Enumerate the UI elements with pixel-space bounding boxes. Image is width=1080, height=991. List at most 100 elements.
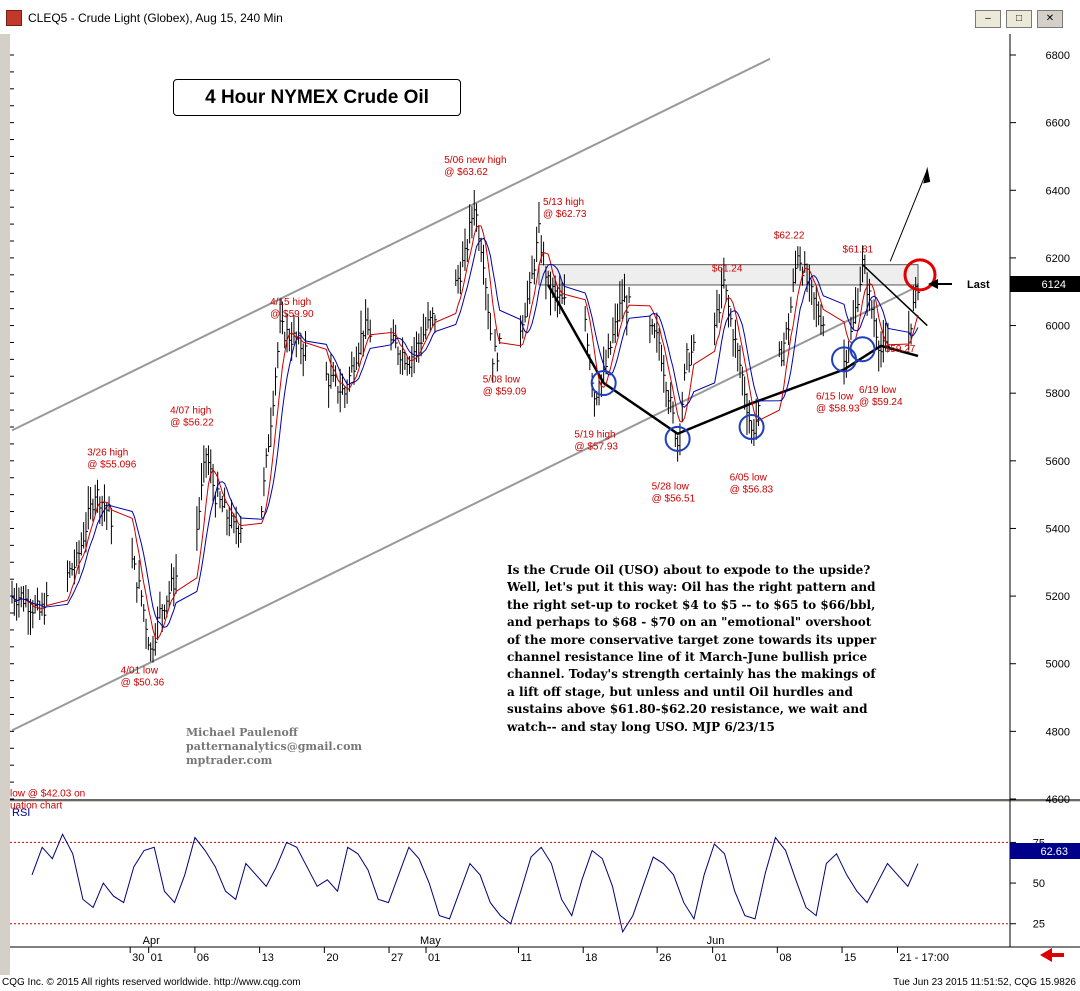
- price-tick-label: 5200: [1046, 591, 1070, 603]
- commentary-text: Is the Crude Oil (USO) about to expode t…: [507, 563, 877, 734]
- price-annotation-line: 4/01 low: [121, 666, 159, 677]
- restore-button[interactable]: □: [1006, 10, 1032, 28]
- price-axis-ticks: 4600 4800 5000 5200 5400 5600 5800 6000 6200 6400…: [10, 50, 1070, 806]
- date-label: 01: [428, 952, 440, 964]
- date-label: 06: [197, 952, 209, 964]
- bullish-channel: [11, 57, 919, 732]
- price-annotation-line: @ $56.22: [170, 417, 214, 428]
- price-annotation-line: uation chart: [10, 800, 62, 811]
- rsi-line: [31, 833, 919, 934]
- price-tick-label: 6200: [1046, 253, 1070, 265]
- price-annotation: $62.22: [774, 230, 805, 241]
- price-annotation-line: 4/07 high: [170, 405, 211, 416]
- last-label: Last: [967, 279, 990, 291]
- price-annotation-line: 5/08 low: [483, 374, 521, 385]
- price-annotation-line: @ $59.24: [859, 397, 903, 408]
- target-arrow-line: [889, 169, 928, 262]
- price-annotation-line: 5/06 new high: [444, 155, 506, 166]
- price-annotation-line: @ $57.93: [574, 442, 618, 453]
- status-footer: CQG Inc. © 2015 All rights reserved worl…: [0, 975, 1080, 991]
- price-bars: [11, 189, 920, 663]
- month-label: May: [420, 935, 441, 947]
- price-annotation-line: @ $50.36: [121, 678, 165, 689]
- price-annotation: 5/28 low @ $56.51: [652, 482, 696, 505]
- price-tick-label: 4600: [1046, 794, 1070, 806]
- price-annotation: 4/07 high @ $56.22: [170, 405, 214, 428]
- date-label: 30: [132, 952, 144, 964]
- minimize-button[interactable]: –: [975, 10, 1001, 28]
- last-price-marker: Last 6124: [928, 276, 1080, 292]
- date-label: 20: [326, 952, 338, 964]
- month-label: Apr: [143, 935, 160, 947]
- price-pane: [10, 34, 1010, 799]
- date-label: 13: [262, 952, 274, 964]
- resistance-zone: [538, 264, 919, 286]
- price-tick-label: 5400: [1046, 523, 1070, 535]
- price-annotation: 5/19 high @ $57.93: [574, 430, 618, 453]
- price-annotation: 4/01 low @ $50.36: [121, 666, 165, 689]
- date-label: 18: [585, 952, 597, 964]
- price-annotation: $59.27: [885, 344, 916, 355]
- rsi-last-marker: 62.63: [1010, 843, 1080, 859]
- price-annotation-line: 6/19 low: [859, 385, 897, 396]
- pattern-circles: [590, 258, 937, 452]
- rsi-pane: [10, 802, 1010, 947]
- price-tick-label: 6800: [1046, 50, 1070, 62]
- scroll-left-arrow-icon[interactable]: [1040, 948, 1064, 962]
- price-annotation-line: 4/15 high: [270, 297, 311, 308]
- price-annotation: 3/26 high @ $55.096: [87, 447, 137, 470]
- breakout-circle: [903, 258, 937, 292]
- lower-channel-line: [11, 285, 919, 732]
- price-annotations: 3/26 high @ $55.096 4/01 low @ $50.36 4/07 h…: [10, 155, 916, 811]
- moving-averages: [11, 225, 919, 640]
- date-label: 08: [779, 952, 791, 964]
- rsi-tick-label: 50: [1033, 878, 1045, 890]
- date-label: 21 - 17:00: [900, 952, 950, 964]
- price-annotation-line: @ $63.62: [444, 167, 488, 178]
- price-annotation-line: @ $58.93: [816, 404, 860, 415]
- price-annotation-line: @ $56.51: [652, 494, 696, 505]
- price-annotation: 5/08 low @ $59.09: [483, 374, 527, 397]
- swing-low-circle: [849, 336, 876, 363]
- price-annotation: $61.81: [843, 244, 874, 255]
- copyright-text: CQG Inc. © 2015 All rights reserved worl…: [2, 977, 301, 988]
- price-annotation-line: @ $59.90: [270, 309, 314, 320]
- time-axis: [10, 947, 1080, 975]
- price-annotation: 4/15 high @ $59.90: [270, 297, 314, 320]
- price-annotation-line: 5/19 high: [574, 430, 615, 441]
- price-annotation-line: @ $55.096: [87, 459, 137, 470]
- last-arrow-head-icon: [928, 279, 938, 289]
- price-annotation-line: 5/13 high: [543, 197, 584, 208]
- target-arrow-head-icon: [923, 166, 931, 184]
- price-tick-label: 6600: [1046, 118, 1070, 130]
- price-annotation: $61.24: [712, 264, 743, 275]
- window-title: CLEQ5 - Crude Light (Globex), Aug 15, 24…: [28, 11, 283, 25]
- price-annotation-line: $62.22: [774, 230, 805, 241]
- author-block: Michael Paulenoff patternanalytics@gmail…: [186, 726, 362, 768]
- price-annotation-line: $61.81: [843, 244, 874, 255]
- price-annotation: 6/05 low @ $56.83: [730, 473, 774, 496]
- price-annotation-line: @ $62.73: [543, 209, 587, 220]
- price-annotation-line: 6/05 low: [730, 473, 768, 484]
- price-tick-label: 6000: [1046, 321, 1070, 333]
- author-site: mptrader.com: [186, 754, 273, 767]
- upper-channel-line: [11, 57, 771, 432]
- close-button[interactable]: ✕: [1037, 10, 1063, 28]
- price-annotation: low @ $42.03 on uation chart: [10, 788, 85, 811]
- price-annotation-line: 6/15 low: [816, 392, 854, 403]
- swing-low-circle: [590, 370, 617, 397]
- price-annotation-line: @ $59.09: [483, 386, 527, 397]
- price-annotation-line: 3/26 high: [87, 447, 128, 458]
- date-label: 27: [391, 952, 403, 964]
- date-label: 26: [659, 952, 671, 964]
- rsi-value-box: [1010, 843, 1080, 859]
- declining-trendline: [862, 264, 928, 327]
- date-label: 11: [520, 952, 531, 964]
- date-label: 01: [715, 952, 727, 964]
- last-value-box: [1010, 276, 1080, 292]
- fast-moving-average: [11, 225, 919, 640]
- timestamp-text: Tue Jun 23 2015 11:51:52, CQG 15.9826: [893, 977, 1076, 988]
- price-annotation: 6/19 low @ $59.24: [859, 385, 903, 408]
- price-annotation-line: $61.24: [712, 264, 743, 275]
